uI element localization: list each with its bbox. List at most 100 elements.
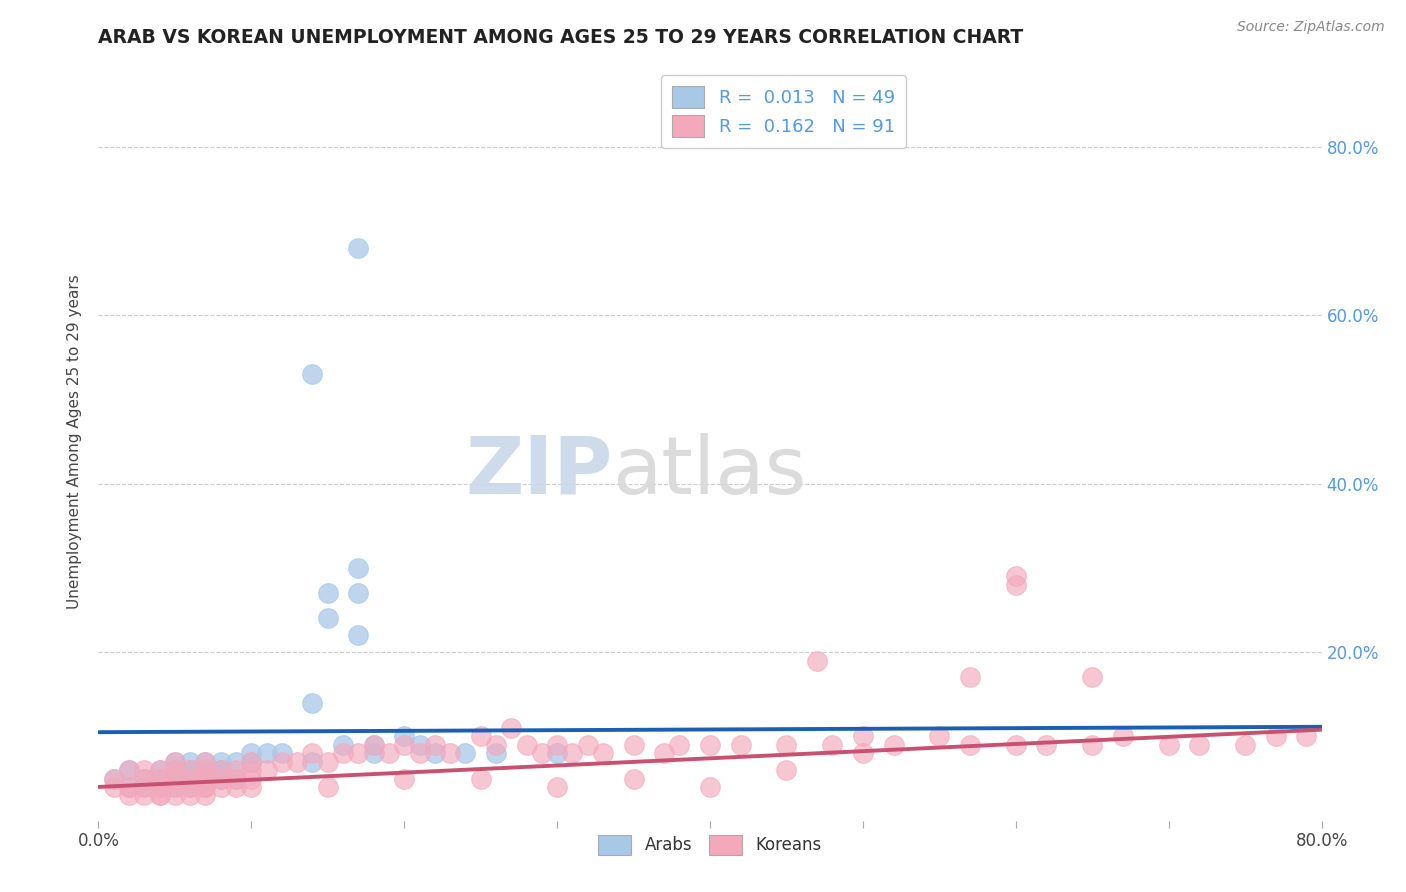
Point [270,755,292,769]
Point [118,789,141,803]
Point [301,696,323,710]
Point [1081,670,1104,684]
Point [149,780,172,794]
Point [423,746,446,760]
Legend: Arabs, Koreans: Arabs, Koreans [592,828,828,862]
Point [225,755,247,769]
Point [378,746,401,760]
Point [852,746,875,760]
Point [225,772,247,786]
Point [149,789,172,803]
Point [118,780,141,794]
Point [546,738,568,752]
Point [225,780,247,794]
Point [134,763,156,777]
Point [301,755,323,769]
Point [530,746,553,760]
Point [423,738,446,752]
Point [347,561,370,575]
Point [103,780,125,794]
Point [363,738,385,752]
Point [1234,738,1257,752]
Point [347,746,370,760]
Point [775,738,797,752]
Point [347,628,370,642]
Point [179,780,201,794]
Point [209,772,232,786]
Point [1157,738,1180,752]
Point [256,746,278,760]
Point [316,586,339,600]
Point [194,755,217,769]
Point [485,746,508,760]
Point [149,763,172,777]
Point [209,755,232,769]
Point [179,763,201,777]
Point [392,772,416,786]
Point [806,654,828,668]
Y-axis label: Unemployment Among Ages 25 to 29 years: Unemployment Among Ages 25 to 29 years [67,274,83,609]
Point [730,738,752,752]
Point [1004,569,1026,583]
Point [592,746,614,760]
Point [240,772,263,786]
Point [134,772,156,786]
Point [439,746,461,760]
Point [623,772,645,786]
Point [1112,730,1135,744]
Point [134,789,156,803]
Point [256,763,278,777]
Point [194,763,217,777]
Point [301,367,323,381]
Point [546,746,568,760]
Point [928,730,950,744]
Point [179,755,201,769]
Point [363,738,385,752]
Point [103,772,125,786]
Point [883,738,905,752]
Point [408,746,430,760]
Point [194,780,217,794]
Point [194,755,217,769]
Point [149,772,172,786]
Point [179,763,201,777]
Point [179,772,201,786]
Point [163,772,186,786]
Point [194,780,217,794]
Point [194,772,217,786]
Point [149,789,172,803]
Point [516,738,538,752]
Point [623,738,645,752]
Point [194,772,217,786]
Point [194,763,217,777]
Point [363,746,385,760]
Point [103,772,125,786]
Point [163,789,186,803]
Point [163,780,186,794]
Point [209,763,232,777]
Point [225,763,247,777]
Point [392,730,416,744]
Point [134,780,156,794]
Point [454,746,477,760]
Point [576,738,599,752]
Point [347,586,370,600]
Point [134,772,156,786]
Point [501,721,523,735]
Point [1081,738,1104,752]
Point [408,738,430,752]
Point [699,780,721,794]
Point [240,763,263,777]
Point [699,738,721,752]
Point [225,772,247,786]
Point [149,772,172,786]
Point [316,611,339,625]
Point [240,755,263,769]
Point [209,772,232,786]
Point [179,789,201,803]
Point [470,730,492,744]
Point [332,738,354,752]
Point [821,738,844,752]
Point [194,780,217,794]
Point [179,780,201,794]
